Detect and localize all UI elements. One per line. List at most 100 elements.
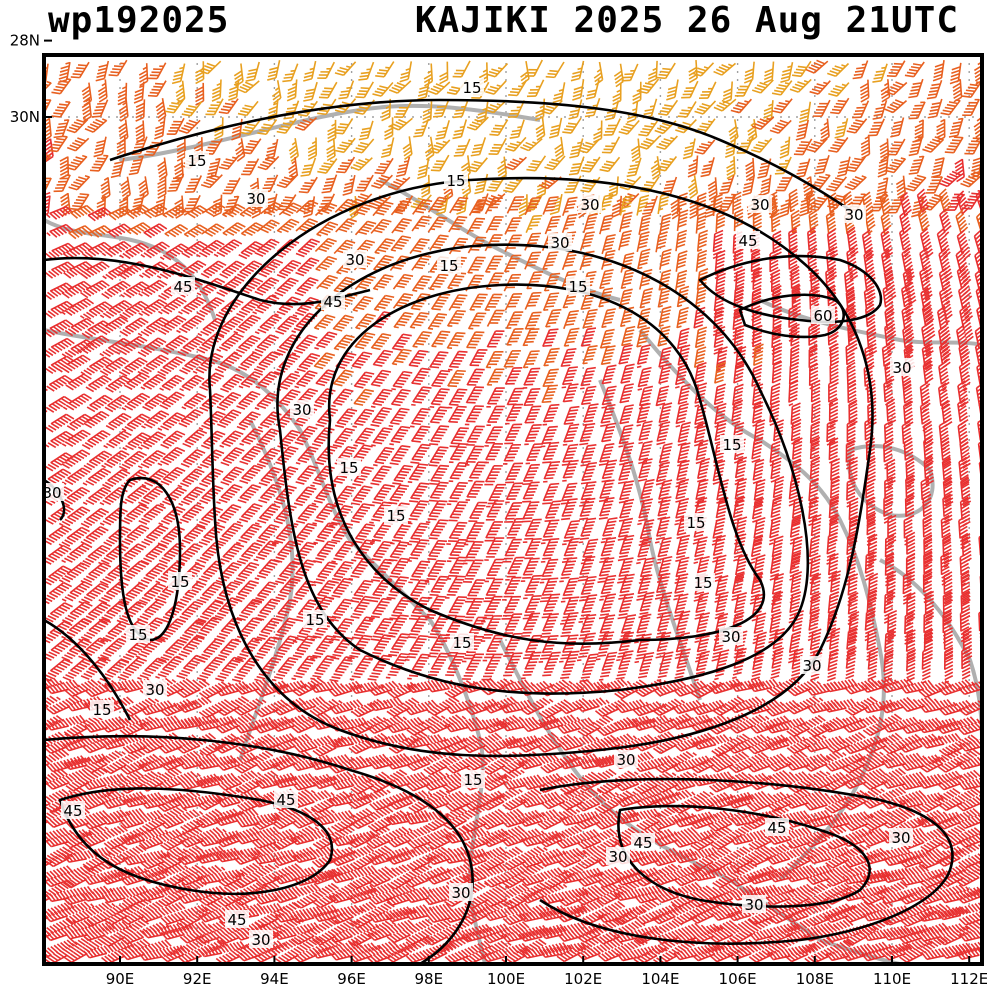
wind-barb (428, 139, 451, 154)
wind-barb (442, 734, 483, 755)
wind-barb (95, 60, 110, 82)
wind-barb (522, 481, 540, 503)
wind-barb (733, 208, 744, 232)
contour-label: 45 (738, 232, 757, 250)
wind-barb (62, 242, 93, 260)
wind-barb (542, 196, 559, 215)
wind-barb (944, 136, 964, 154)
wind-barb (135, 120, 145, 144)
wind-barb (412, 331, 432, 348)
wind-barb (879, 138, 890, 162)
wind-barb (601, 136, 621, 154)
wind-barb (504, 156, 527, 171)
wind-barb (157, 356, 186, 377)
wind-barb (371, 174, 393, 189)
wind-barb (619, 614, 637, 641)
wind-barb (196, 656, 226, 682)
wind-barb (390, 464, 413, 488)
lon-label: 102E (564, 970, 602, 988)
wind-barb (895, 175, 906, 200)
wind-barb (354, 332, 376, 350)
wind-barb (315, 407, 339, 428)
wind-barb (391, 218, 412, 234)
wind-barb (548, 117, 563, 139)
contour-label: 15 (128, 626, 147, 644)
wind-barb (642, 195, 658, 215)
wind-barb (611, 195, 622, 218)
wind-barb (603, 118, 621, 136)
wind-barb (505, 136, 527, 152)
wind-barb (157, 296, 187, 315)
wind-barb (919, 227, 934, 259)
wind-barb (177, 504, 205, 524)
contour-label: 15 (686, 514, 705, 532)
lon-label: 96E (337, 970, 366, 988)
wind-barb (931, 157, 945, 179)
wind-barb (282, 63, 299, 83)
wind-barb (770, 209, 781, 233)
wind-barb (44, 80, 52, 97)
wind-barb (906, 648, 917, 683)
wind-barb (120, 176, 131, 201)
wind-barb (314, 237, 337, 253)
wind-barb (593, 61, 604, 86)
wind-barb (335, 218, 357, 233)
wind-barb (257, 119, 278, 136)
wind-barb (560, 347, 577, 367)
wind-barb (828, 137, 849, 153)
wind-barb (656, 421, 671, 446)
wind-barb (694, 100, 717, 115)
wind-barb (140, 241, 170, 259)
wind-barb (485, 80, 507, 95)
wind-barb (520, 557, 540, 583)
wind-barb (294, 117, 318, 131)
wind-barb (107, 223, 132, 239)
wind-barb (183, 224, 208, 238)
wind-barb (407, 463, 429, 484)
wind-barb (435, 120, 450, 141)
lat-label: 30N (10, 108, 40, 126)
wind-barb (694, 139, 716, 155)
wind-barb (647, 60, 658, 84)
wind-barb (394, 100, 413, 118)
wind-barb (409, 311, 430, 329)
wind-barb (713, 62, 737, 76)
wind-barb (366, 714, 408, 735)
wind-barb (354, 99, 375, 115)
wind-barb (964, 137, 982, 155)
wind-barb (240, 222, 264, 237)
wind-barb (313, 314, 336, 330)
wind-barb (467, 312, 487, 330)
wind-barb (157, 157, 168, 182)
wind-barb (682, 138, 696, 160)
wind-barb (260, 201, 284, 216)
wind-barb (86, 394, 113, 413)
contour-15-sw-blob (118, 476, 182, 642)
wind-barb (300, 157, 317, 177)
wind-barb (222, 222, 246, 236)
wind-barb (656, 62, 676, 80)
wind-barb (390, 200, 412, 216)
wind-barb (636, 194, 650, 216)
wind-barb (808, 209, 819, 234)
wind-barb (506, 328, 524, 346)
wind-barb (600, 517, 618, 544)
wind-barb (467, 256, 486, 274)
wind-barb (846, 118, 868, 134)
wind-barb (599, 156, 621, 173)
wind-barb (465, 425, 485, 446)
wind-barb (61, 486, 91, 507)
wind-barb (353, 371, 375, 389)
contour-label: 30 (292, 401, 311, 419)
wind-barb (770, 647, 784, 680)
wind-barb (218, 154, 240, 170)
wind-barb (638, 458, 653, 482)
wind-barb (220, 373, 245, 393)
wind-barb (103, 430, 132, 449)
wind-barb (676, 209, 689, 232)
wind-barb (598, 614, 616, 641)
lon-label: 92E (183, 970, 212, 988)
wind-barb (694, 326, 708, 349)
wind-barb (486, 63, 509, 78)
wind-barb (525, 59, 544, 77)
